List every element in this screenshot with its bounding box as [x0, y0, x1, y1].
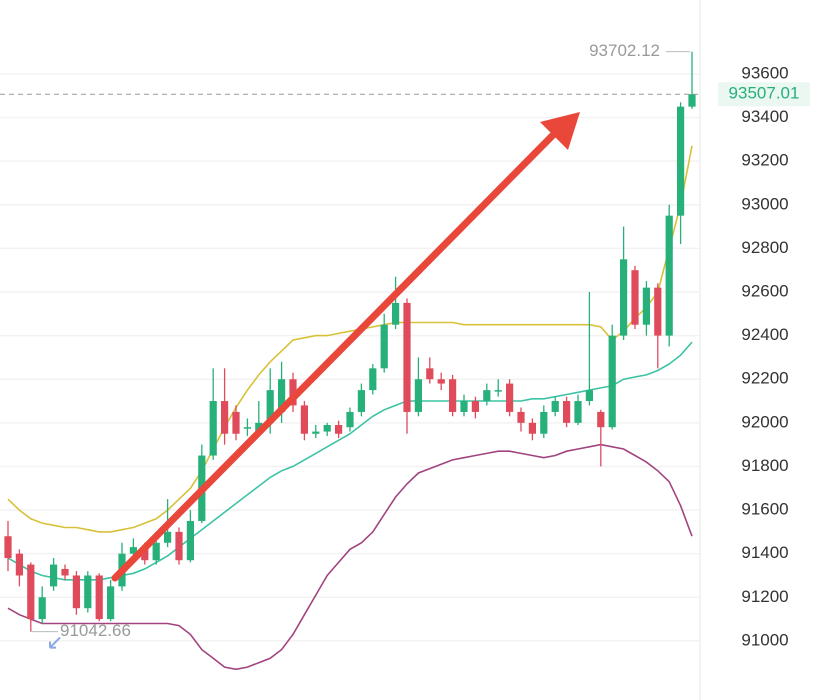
y-tick-label: 93600	[741, 63, 788, 82]
candle-body	[392, 302, 400, 325]
candle-body	[483, 390, 491, 402]
candle-body	[266, 390, 274, 423]
candle-body	[654, 287, 662, 336]
indicator-line	[7, 145, 693, 533]
candle-body	[141, 547, 149, 561]
candle-body	[15, 553, 23, 576]
y-tick-label: 93200	[741, 151, 788, 170]
candle-body	[460, 401, 468, 412]
y-tick-label: 91600	[741, 500, 788, 519]
candle-body	[61, 568, 69, 576]
candle-body	[72, 575, 80, 609]
candle-body	[540, 411, 548, 434]
arrow-shaft	[111, 129, 559, 582]
candle-body	[494, 390, 502, 392]
candle-body	[574, 401, 582, 423]
y-tick-label: 91400	[741, 543, 788, 562]
y-tick-label: 91200	[741, 587, 788, 606]
candle-body	[471, 401, 479, 412]
candle-body	[517, 411, 525, 423]
trend-arrow	[111, 112, 580, 582]
candle-body	[369, 368, 377, 391]
candle-body	[38, 597, 46, 620]
candle-body	[688, 94, 696, 107]
candle-body	[403, 302, 411, 412]
arrow-head	[540, 112, 580, 150]
low-icon	[49, 636, 61, 649]
grid	[0, 73, 700, 642]
candles	[4, 51, 696, 632]
candle-body	[84, 575, 92, 609]
candle-body	[346, 411, 354, 428]
y-tick-label: 91000	[741, 630, 788, 649]
candle-body	[209, 401, 217, 456]
candle-body	[608, 335, 616, 428]
candle-body	[255, 422, 263, 432]
candle-body	[186, 520, 194, 561]
candle-body	[665, 215, 673, 336]
low-label: 91042.66	[60, 621, 131, 640]
candle-body	[50, 564, 58, 587]
candle-body	[323, 425, 331, 432]
candle-body	[357, 390, 365, 412]
candle-body	[107, 586, 115, 620]
candle-body	[437, 379, 445, 384]
candle-body	[152, 542, 160, 561]
y-tick-label: 92200	[741, 369, 788, 388]
candle-body	[631, 270, 639, 325]
labels: 91000 91200 91400 91600 91800 92000 92200 92400…	[0, 41, 810, 649]
y-tick-label: 91800	[741, 456, 788, 475]
candle-body	[129, 547, 137, 554]
candle-body	[585, 390, 593, 402]
candle-body	[563, 401, 571, 423]
last-price-label: 93507.01	[729, 84, 800, 103]
candle-body	[506, 383, 514, 412]
last-price-box	[718, 82, 810, 107]
candle-body	[528, 422, 536, 434]
indicator-line	[7, 443, 693, 671]
y-tick-label: 92400	[741, 325, 788, 344]
candle-body	[221, 401, 229, 434]
candle-body	[27, 564, 35, 620]
candle-body	[232, 411, 240, 434]
candle-body	[551, 401, 559, 412]
candle-body	[95, 575, 103, 620]
candle-body	[164, 531, 172, 543]
candle-body	[175, 531, 183, 561]
candle-body	[300, 405, 308, 434]
candle-body	[677, 106, 685, 216]
candle-body	[597, 411, 605, 428]
candle-body	[335, 425, 343, 434]
candle-body	[426, 368, 434, 380]
candle-body	[414, 379, 422, 412]
y-tick-label: 92000	[741, 412, 788, 431]
candle-body	[449, 379, 457, 412]
high-label: 93702.12	[589, 41, 660, 60]
y-tick-label: 93000	[741, 194, 788, 213]
candle-body	[243, 427, 251, 429]
candle-body	[380, 324, 388, 369]
candle-body	[278, 379, 286, 412]
y-tick-label: 92800	[741, 238, 788, 257]
candle-body	[620, 259, 628, 336]
y-tick-label: 92600	[741, 281, 788, 300]
candle-body	[312, 431, 320, 434]
y-tick-label: 93400	[741, 107, 788, 126]
candle-body	[289, 379, 297, 406]
candle-body	[4, 536, 12, 559]
candle-body	[642, 287, 650, 325]
